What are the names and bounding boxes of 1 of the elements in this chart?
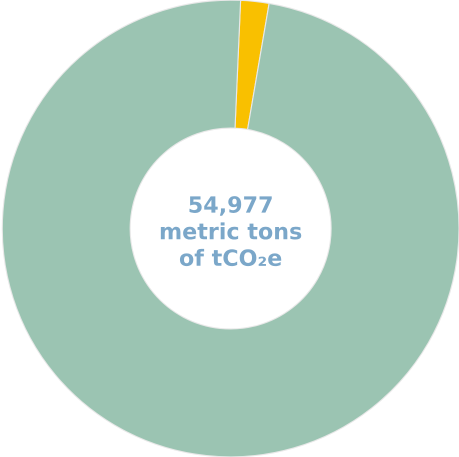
text: 54,977 metric tons of tCO₂e — [160, 196, 302, 266]
